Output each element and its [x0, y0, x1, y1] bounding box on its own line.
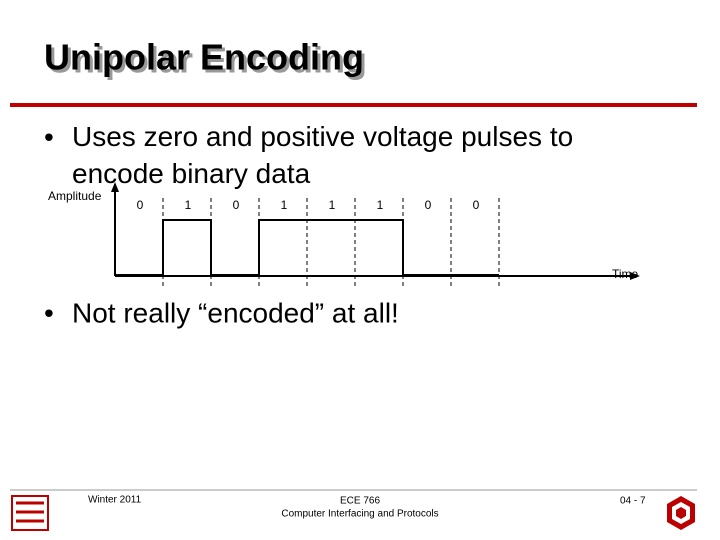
department-logo: [667, 496, 695, 530]
bit-label: 0: [233, 198, 240, 212]
footer-date: Winter 2011: [88, 495, 142, 506]
footer-course: ECE 766: [340, 496, 380, 507]
x-axis-arrow: [630, 272, 640, 280]
slide-title: Unipolar Encoding: [44, 37, 364, 78]
bit-label: 1: [185, 198, 192, 212]
bullet-text: Not really “encoded” at all!: [72, 297, 399, 328]
bit-label: 0: [425, 198, 432, 212]
footer-course-title: Computer Interfacing and Protocols: [281, 509, 438, 520]
title-shadow: Unipolar Encoding: [47, 40, 367, 81]
bit-label: 0: [473, 198, 480, 212]
y-axis-arrow: [111, 182, 119, 192]
waveform: [115, 219, 499, 276]
footer-page: 04 - 7: [620, 496, 646, 507]
waveform-group: 0 1 0 1 1 1 0 0: [115, 198, 500, 288]
bit-label: 0: [137, 198, 144, 212]
bullet-dot: •: [44, 121, 54, 152]
bullet-dot: •: [44, 297, 54, 328]
university-logo-marks: [16, 501, 44, 523]
bullet-text: Uses zero and positive voltage pulses to…: [72, 121, 573, 189]
y-axis-label: Amplitude: [48, 189, 102, 203]
bit-label: 1: [377, 198, 384, 212]
bit-label: 1: [281, 198, 288, 212]
bit-label: 1: [329, 198, 336, 212]
